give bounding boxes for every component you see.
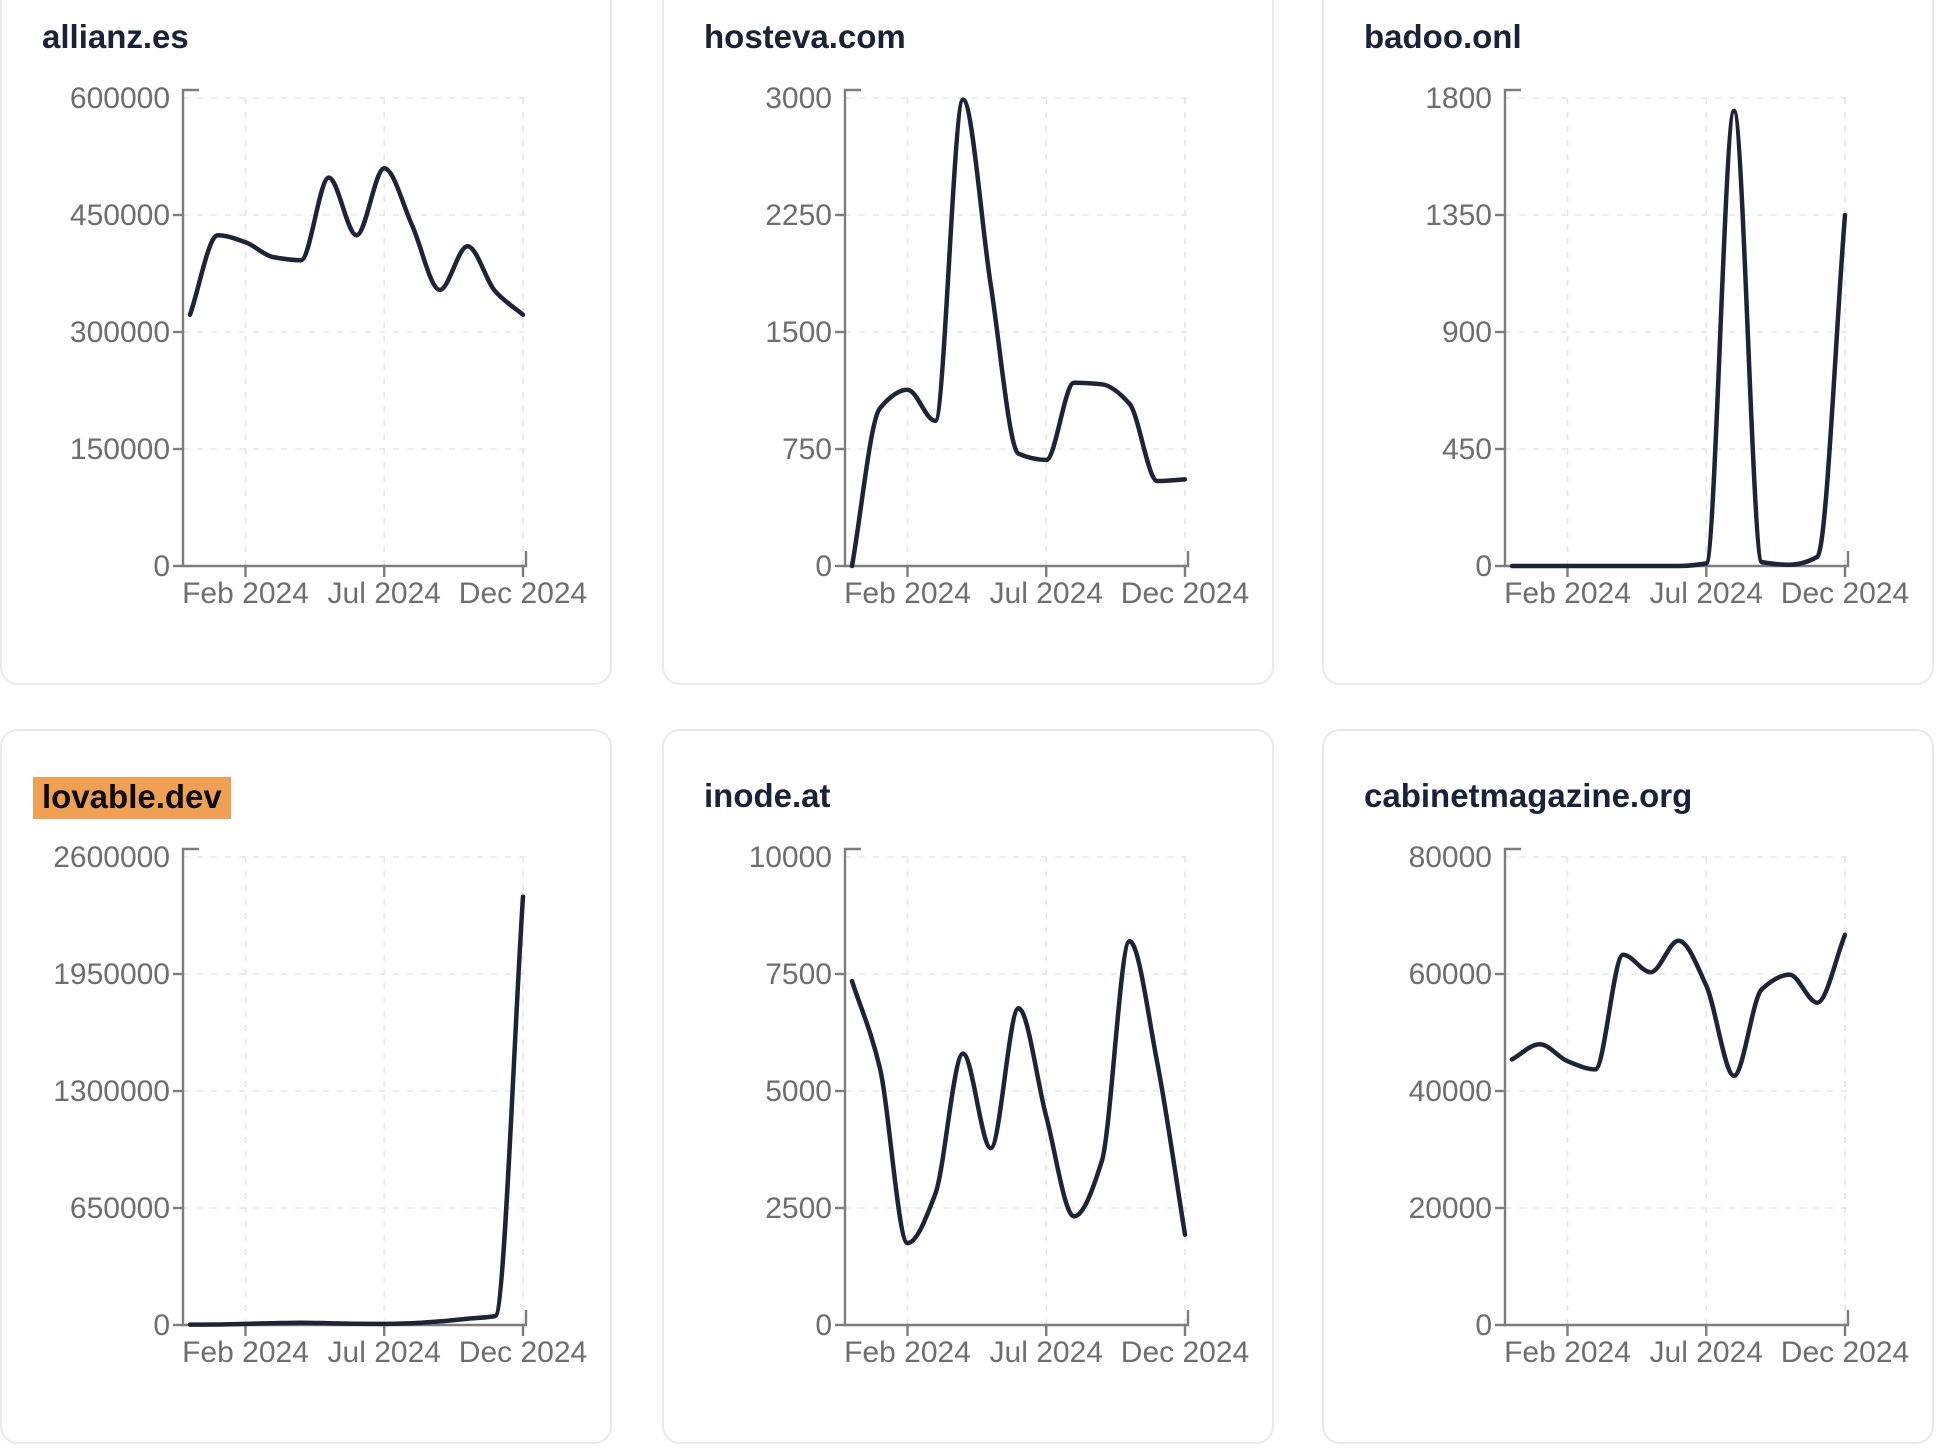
x-axis-label: Feb 2024 xyxy=(182,1336,309,1369)
title-text: hosteva.com xyxy=(704,18,906,55)
axis-line xyxy=(1503,88,1850,568)
y-axis-label: 2500 xyxy=(765,1192,832,1225)
chart-svg: 0 20000 40000 60000 80000 Feb 2024 Jul 2024 Dec… xyxy=(1409,841,1910,1369)
x-axis-label: Dec 2024 xyxy=(1121,1336,1249,1369)
title-search-highlight: lovable.dev xyxy=(33,777,231,819)
x-axis-label: Feb 2024 xyxy=(1504,1336,1631,1369)
y-axis-label: 150000 xyxy=(70,433,170,466)
chart-card: cabinetmagazine.org 0 20000 40000 60000 80000… xyxy=(1322,729,1934,1444)
x-axis-label: Dec 2024 xyxy=(459,1336,587,1369)
card-title: allianz.es xyxy=(42,18,189,56)
y-axis-label: 300000 xyxy=(70,316,170,349)
y-axis-label: 3000 xyxy=(765,82,832,115)
series-line xyxy=(187,165,526,318)
y-axis-label: 450000 xyxy=(70,199,170,232)
chart-card: inode.at 0 2500 5000 7500 10000 Feb 2024 Jul 20… xyxy=(662,729,1274,1444)
y-axis-label: 2600000 xyxy=(53,841,170,874)
series-line xyxy=(849,938,1188,1246)
y-axis-label: 1350 xyxy=(1425,199,1492,232)
series-line xyxy=(849,97,1188,569)
axis-line xyxy=(843,847,1190,1327)
chart-card: badoo.onl 0 450 900 1350 1800 Feb 2024 Jul 2024… xyxy=(1322,0,1934,685)
title-text: cabinetmagazine.org xyxy=(1364,777,1693,814)
series-line xyxy=(1509,108,1848,569)
chart-svg: 0 650000 1300000 1950000 2600000 Feb 2024 Jul … xyxy=(53,841,587,1369)
title-text: allianz.es xyxy=(42,18,189,55)
title-text: inode.at xyxy=(704,777,831,814)
axis-line xyxy=(181,847,528,1327)
y-axis-label: 5000 xyxy=(765,1075,832,1108)
card-title: badoo.onl xyxy=(1364,18,1522,56)
x-axis-label: Jul 2024 xyxy=(328,1336,441,1369)
x-axis-label: Feb 2024 xyxy=(844,1336,971,1369)
x-axis-label: Jul 2024 xyxy=(328,577,441,610)
card-title: inode.at xyxy=(704,777,831,815)
x-axis-label: Jul 2024 xyxy=(990,1336,1103,1369)
x-axis-label: Jul 2024 xyxy=(1650,577,1763,610)
y-axis-label: 600000 xyxy=(70,82,170,115)
card-title: lovable.dev xyxy=(33,777,231,819)
chart-svg: 0 2500 5000 7500 10000 Feb 2024 Jul 2024 Dec 20… xyxy=(749,841,1250,1369)
y-axis-label: 900 xyxy=(1442,316,1492,349)
y-axis-label: 0 xyxy=(815,550,832,583)
axis-line xyxy=(843,88,1190,568)
y-axis-label: 450 xyxy=(1442,433,1492,466)
y-axis-label: 0 xyxy=(153,550,170,583)
chart-card: allianz.es 0 150000 300000 450000 600000 Feb 2… xyxy=(0,0,612,685)
chart-svg: 0 450 900 1350 1800 Feb 2024 Jul 2024 Dec 2024 xyxy=(1425,82,1909,610)
y-axis-label: 10000 xyxy=(749,841,832,874)
x-axis-label: Dec 2024 xyxy=(1781,577,1909,610)
x-axis-label: Jul 2024 xyxy=(1650,1336,1763,1369)
y-axis-label: 0 xyxy=(1475,1309,1492,1342)
chart-card: hosteva.com 0 750 1500 2250 3000 Feb 2024 Jul 2… xyxy=(662,0,1274,685)
y-axis-label: 1800 xyxy=(1425,82,1492,115)
y-axis-label: 2250 xyxy=(765,199,832,232)
axis-line xyxy=(181,88,528,568)
chart-svg: 0 750 1500 2250 3000 Feb 2024 Jul 2024 Dec 2024 xyxy=(765,82,1249,610)
chart-card: lovable.dev 0 650000 1300000 1950000 2600000 F… xyxy=(0,729,612,1444)
title-text: badoo.onl xyxy=(1364,18,1522,55)
x-axis-label: Dec 2024 xyxy=(1781,1336,1909,1369)
y-axis-label: 1500 xyxy=(765,316,832,349)
y-axis-label: 650000 xyxy=(70,1192,170,1225)
y-axis-label: 80000 xyxy=(1409,841,1492,874)
y-axis-label: 1950000 xyxy=(53,958,170,991)
y-axis-label: 0 xyxy=(1475,550,1492,583)
y-axis-label: 40000 xyxy=(1409,1075,1492,1108)
x-axis-label: Feb 2024 xyxy=(844,577,971,610)
y-axis-label: 60000 xyxy=(1409,958,1492,991)
y-axis-label: 20000 xyxy=(1409,1192,1492,1225)
chart-svg: 0 150000 300000 450000 600000 Feb 2024 Jul 202… xyxy=(70,82,587,610)
x-axis-label: Feb 2024 xyxy=(1504,577,1631,610)
x-axis-label: Jul 2024 xyxy=(990,577,1103,610)
y-axis-label: 0 xyxy=(153,1309,170,1342)
card-title: hosteva.com xyxy=(704,18,906,56)
y-axis-label: 7500 xyxy=(765,958,832,991)
y-axis-label: 0 xyxy=(815,1309,832,1342)
card-title: cabinetmagazine.org xyxy=(1364,777,1692,815)
x-axis-label: Feb 2024 xyxy=(182,577,309,610)
series-line xyxy=(187,894,526,1327)
axis-line xyxy=(1503,847,1850,1327)
series-line xyxy=(1509,932,1848,1079)
y-axis-label: 1300000 xyxy=(53,1075,170,1108)
y-axis-label: 750 xyxy=(782,433,832,466)
x-axis-label: Dec 2024 xyxy=(459,577,587,610)
x-axis-label: Dec 2024 xyxy=(1121,577,1249,610)
